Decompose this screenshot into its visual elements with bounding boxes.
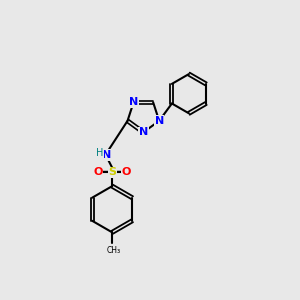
Text: N: N (129, 97, 138, 107)
Text: O: O (93, 167, 103, 177)
Text: N: N (102, 150, 111, 160)
Text: O: O (122, 167, 131, 177)
Text: CH₃: CH₃ (106, 246, 120, 255)
Text: H: H (96, 148, 103, 158)
Text: N: N (139, 127, 148, 137)
Text: N: N (154, 116, 164, 126)
Text: S: S (108, 167, 116, 177)
